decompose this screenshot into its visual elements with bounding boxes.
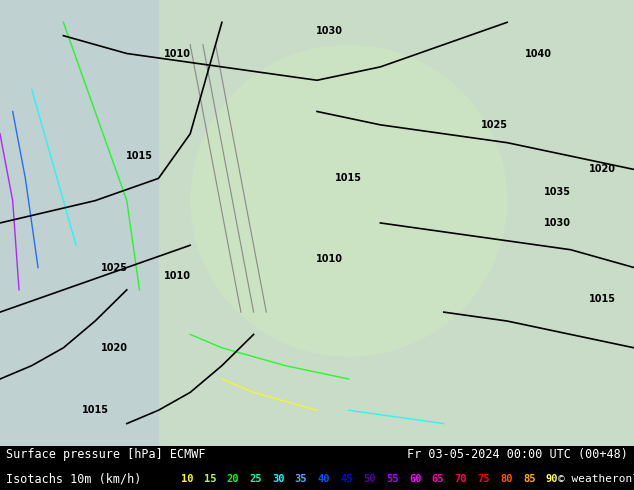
Text: 50: 50: [363, 474, 376, 484]
Text: 1030: 1030: [316, 26, 343, 36]
Text: 1010: 1010: [164, 271, 191, 281]
Text: 1025: 1025: [481, 120, 508, 130]
Text: 45: 45: [340, 474, 353, 484]
Text: 25: 25: [249, 474, 262, 484]
Text: 55: 55: [386, 474, 399, 484]
Text: 65: 65: [432, 474, 444, 484]
Text: 1010: 1010: [164, 49, 191, 58]
FancyBboxPatch shape: [0, 0, 634, 446]
Text: 85: 85: [523, 474, 536, 484]
Text: 1015: 1015: [589, 294, 616, 304]
Text: 1015: 1015: [126, 151, 153, 161]
FancyBboxPatch shape: [0, 0, 158, 446]
Text: 75: 75: [477, 474, 490, 484]
Text: 10: 10: [181, 474, 193, 484]
Text: 90: 90: [546, 474, 559, 484]
Text: 1015: 1015: [82, 405, 108, 415]
Text: 60: 60: [409, 474, 422, 484]
Text: 30: 30: [272, 474, 285, 484]
Text: Fr 03-05-2024 00:00 UTC (00+48): Fr 03-05-2024 00:00 UTC (00+48): [407, 448, 628, 461]
Text: 1020: 1020: [101, 343, 127, 353]
Text: © weatheronline.co.uk: © weatheronline.co.uk: [558, 474, 634, 484]
Text: 1010: 1010: [316, 254, 343, 264]
Text: 1030: 1030: [545, 218, 571, 228]
Text: Isotachs 10m (km/h): Isotachs 10m (km/h): [6, 472, 142, 486]
Text: 1015: 1015: [335, 173, 362, 183]
Text: 80: 80: [500, 474, 513, 484]
Text: 1040: 1040: [526, 49, 552, 58]
Ellipse shape: [190, 45, 507, 357]
Text: 40: 40: [318, 474, 330, 484]
Text: 70: 70: [455, 474, 467, 484]
Text: 1020: 1020: [589, 165, 616, 174]
Text: 15: 15: [204, 474, 216, 484]
Text: 1025: 1025: [101, 263, 127, 272]
Text: 20: 20: [226, 474, 239, 484]
Text: Surface pressure [hPa] ECMWF: Surface pressure [hPa] ECMWF: [6, 448, 206, 461]
Text: 35: 35: [295, 474, 307, 484]
Text: 1035: 1035: [545, 187, 571, 197]
